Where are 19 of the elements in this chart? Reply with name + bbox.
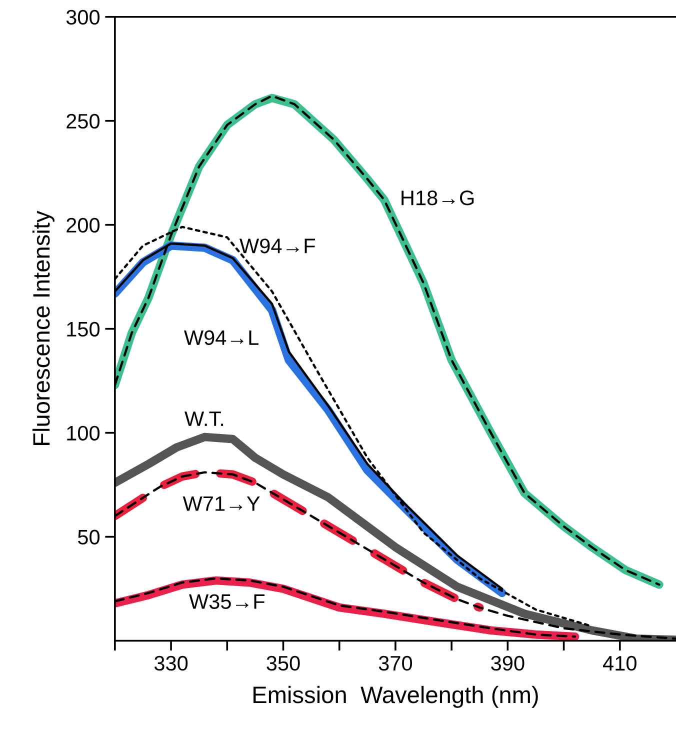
x-tick-label: 370: [378, 656, 412, 671]
series-label: W94→F: [240, 238, 315, 254]
y-tick-label: 250: [66, 114, 100, 129]
series-label: W.T.: [184, 412, 224, 426]
series-label: W94→L: [184, 330, 258, 346]
x-tick-label: 330: [154, 656, 188, 671]
series-label: W35→F: [189, 594, 264, 609]
x-tick-label: 350: [266, 656, 300, 671]
series-label: H18→G: [402, 190, 474, 206]
y-tick-label: 200: [66, 218, 100, 233]
x-axis-title: Emission Wavelength (nm): [254, 686, 538, 708]
y-tick-label: 100: [67, 426, 100, 441]
y-tick-label: 300: [66, 10, 100, 25]
y-tick-label: 50: [78, 530, 100, 545]
y-axis-title: Fluorescence Intensity: [32, 210, 54, 445]
series-label: W71→Y: [182, 496, 260, 511]
x-tick-label: 390: [491, 656, 524, 671]
y-tick-label: 150: [67, 322, 100, 337]
x-tick-label: 410: [602, 656, 636, 671]
